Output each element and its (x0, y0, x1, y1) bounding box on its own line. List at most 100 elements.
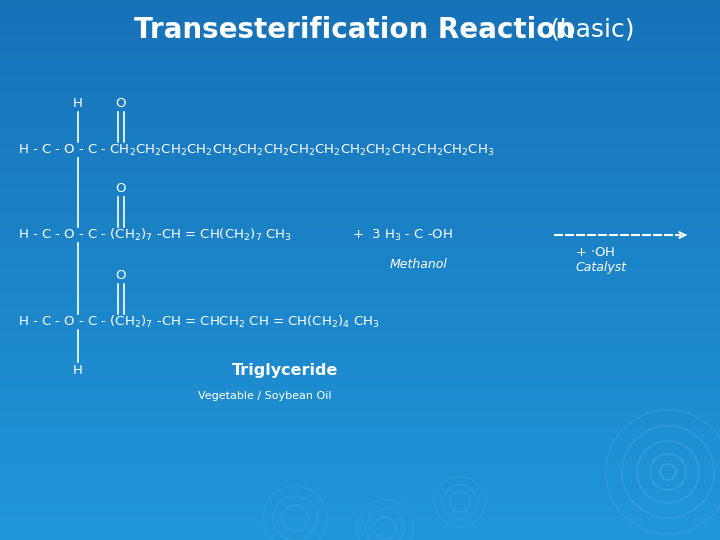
Bar (0, 171, 720, 172)
Bar (0, 409, 720, 410)
Bar (0, 60, 720, 61)
Bar (0, 5, 720, 6)
Bar (0, 327, 720, 328)
Bar (0, 227, 720, 228)
Bar (0, 143, 720, 144)
Bar (0, 447, 720, 448)
Bar (0, 357, 720, 358)
Bar (0, 315, 720, 316)
Bar (0, 473, 720, 474)
Bar (0, 467, 720, 468)
Bar (0, 84, 720, 85)
Bar (0, 365, 720, 366)
Bar (0, 61, 720, 62)
Bar (0, 91, 720, 92)
Bar (0, 480, 720, 481)
Text: +  3 H$_3$ - C -OH: + 3 H$_3$ - C -OH (352, 227, 453, 242)
Bar (0, 188, 720, 189)
Bar (0, 17, 720, 18)
Bar (0, 433, 720, 434)
Bar (0, 210, 720, 211)
Bar (0, 244, 720, 245)
Bar (0, 208, 720, 209)
Bar (0, 345, 720, 346)
Bar (0, 306, 720, 307)
Bar (0, 342, 720, 343)
Text: Transesterification Reaction: Transesterification Reaction (135, 16, 575, 44)
Bar (0, 293, 720, 294)
Bar (0, 419, 720, 420)
Bar (0, 424, 720, 425)
Bar (0, 271, 720, 272)
Bar (0, 93, 720, 94)
Bar (0, 504, 720, 505)
Bar (0, 212, 720, 213)
Bar (0, 43, 720, 44)
Bar (0, 72, 720, 73)
Bar (0, 230, 720, 231)
Bar (0, 89, 720, 90)
Bar (0, 502, 720, 503)
Bar (0, 343, 720, 344)
Bar (0, 538, 720, 539)
Bar (0, 413, 720, 414)
Bar (0, 172, 720, 173)
Bar (0, 484, 720, 485)
Bar (0, 395, 720, 396)
Bar (0, 456, 720, 457)
Bar (0, 99, 720, 100)
Bar (0, 519, 720, 520)
Bar (0, 417, 720, 418)
Bar (0, 88, 720, 89)
Bar (0, 499, 720, 500)
Bar (0, 408, 720, 409)
Bar (0, 19, 720, 20)
Bar (0, 323, 720, 324)
Bar (0, 167, 720, 168)
Bar (0, 216, 720, 217)
Bar (0, 459, 720, 460)
Bar (0, 406, 720, 407)
Bar (0, 393, 720, 394)
Bar (0, 399, 720, 400)
Bar (0, 471, 720, 472)
Bar (0, 9, 720, 10)
Bar (0, 79, 720, 80)
Bar (0, 12, 720, 13)
Bar (0, 231, 720, 232)
Bar (0, 238, 720, 239)
Bar (0, 51, 720, 52)
Bar (0, 367, 720, 368)
Bar (0, 375, 720, 376)
Bar (0, 131, 720, 132)
Bar (0, 20, 720, 21)
Bar (0, 156, 720, 157)
Bar (0, 224, 720, 225)
Bar (0, 410, 720, 411)
Bar (0, 192, 720, 193)
Bar (0, 298, 720, 299)
Bar (0, 48, 720, 49)
Bar (0, 415, 720, 416)
Bar (0, 369, 720, 370)
Bar (0, 322, 720, 323)
Bar (0, 111, 720, 112)
Bar (0, 262, 720, 263)
Bar (0, 302, 720, 303)
Bar (0, 521, 720, 522)
Bar (0, 92, 720, 93)
Bar (0, 429, 720, 430)
Bar (0, 371, 720, 372)
Bar (0, 440, 720, 441)
Bar (0, 402, 720, 403)
Bar (0, 472, 720, 473)
Bar (0, 516, 720, 517)
Bar (0, 274, 720, 275)
Bar (0, 278, 720, 279)
Bar (0, 527, 720, 528)
Bar (0, 394, 720, 395)
Bar (0, 127, 720, 128)
Bar (0, 422, 720, 423)
Bar (0, 170, 720, 171)
Bar (0, 222, 720, 223)
